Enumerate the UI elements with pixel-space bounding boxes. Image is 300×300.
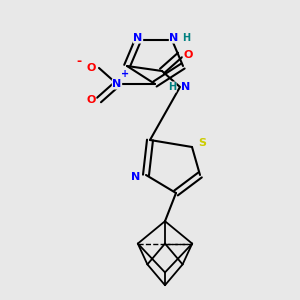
Text: N: N (182, 82, 190, 92)
Text: N: N (169, 33, 178, 43)
Text: O: O (86, 95, 96, 105)
Text: N: N (131, 172, 141, 182)
Text: S: S (198, 138, 206, 148)
Text: N: N (112, 79, 122, 89)
Text: N: N (134, 33, 142, 43)
Text: H: H (168, 82, 176, 92)
Text: O: O (183, 50, 193, 60)
Text: O: O (86, 63, 96, 73)
Text: H: H (182, 33, 190, 43)
Text: -: - (76, 56, 82, 68)
Text: +: + (121, 69, 129, 79)
